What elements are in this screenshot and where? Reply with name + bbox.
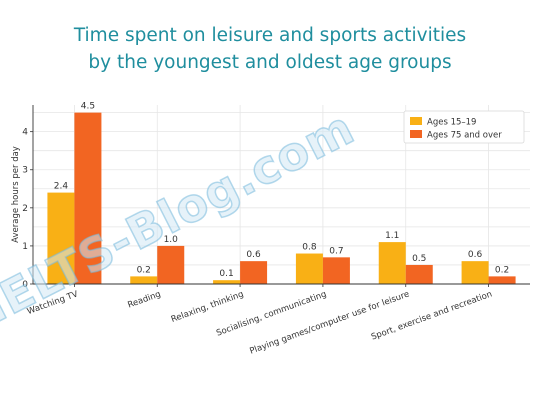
data-label: 1.0 xyxy=(164,235,179,245)
bar xyxy=(461,261,489,284)
chart-title-line-1: Time spent on leisure and sports activit… xyxy=(73,25,467,46)
y-tick-label: 2 xyxy=(22,204,28,214)
x-tick-label: Reading xyxy=(126,289,162,310)
y-tick-label: 0 xyxy=(22,280,28,290)
data-label: 0.8 xyxy=(302,243,317,253)
bar xyxy=(157,245,185,284)
x-tick-label: Relaxing, thinking xyxy=(170,289,245,325)
data-label: 0.6 xyxy=(468,250,483,260)
bar xyxy=(488,276,516,284)
legend-swatch xyxy=(410,130,422,138)
legend-label: Ages 75 and over xyxy=(427,131,502,141)
data-label: 2.4 xyxy=(54,182,69,192)
chart-title-line-2: by the youngest and oldest age groups xyxy=(88,52,452,73)
bar xyxy=(405,264,433,284)
chart-title: Time spent on leisure and sports activit… xyxy=(0,22,540,76)
bar xyxy=(47,192,75,284)
bar xyxy=(295,253,323,284)
data-label: 1.1 xyxy=(385,231,399,241)
data-label: 0.5 xyxy=(412,254,426,264)
y-axis-label: Average hours per day xyxy=(11,146,21,243)
bar xyxy=(240,261,268,284)
bar xyxy=(322,257,350,284)
bar xyxy=(74,112,102,284)
y-tick-label: 4 xyxy=(22,128,28,138)
data-label: 0.2 xyxy=(495,265,509,275)
bar xyxy=(378,242,406,284)
bar xyxy=(130,276,158,284)
x-tick-label: Playing games/computer use for leisure xyxy=(248,289,410,356)
data-label: 0.6 xyxy=(246,250,261,260)
y-tick-label: 1 xyxy=(22,242,28,252)
legend-box xyxy=(403,110,525,144)
y-tick-label: 3 xyxy=(22,166,28,176)
legend-swatch xyxy=(410,117,422,125)
data-label: 0.2 xyxy=(137,265,151,275)
legend-label: Ages 15–19 xyxy=(427,118,476,128)
bar xyxy=(213,280,241,284)
data-label: 0.7 xyxy=(329,246,343,256)
data-label: 0.1 xyxy=(219,269,233,279)
data-label: 4.5 xyxy=(81,102,95,112)
